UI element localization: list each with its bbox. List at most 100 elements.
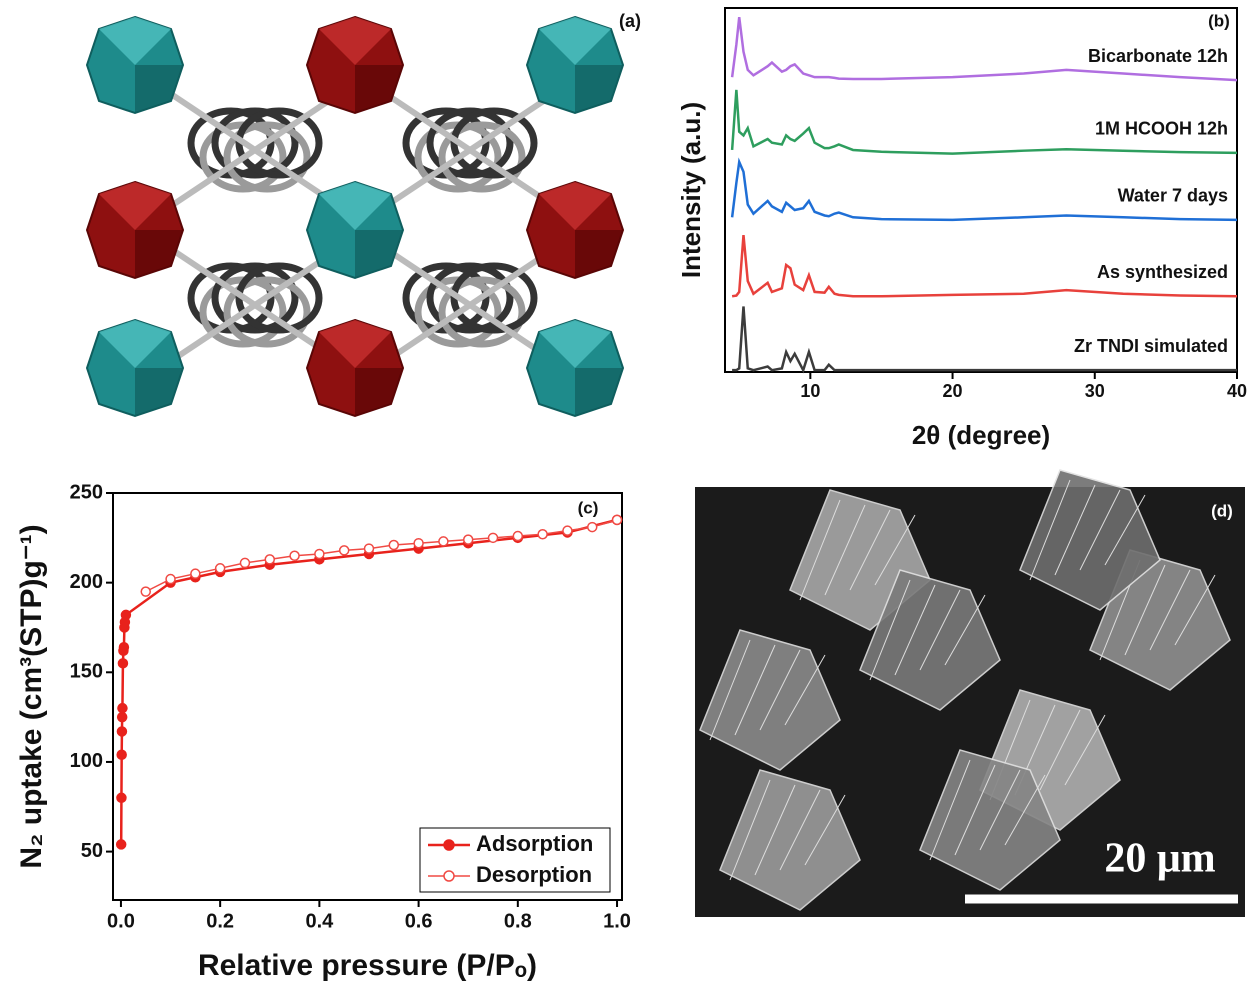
plot-frame (724, 7, 1238, 373)
scale-bar-label: 20 μm (1104, 836, 1215, 882)
data-point (165, 573, 176, 585)
data-point (116, 749, 127, 761)
data-point (120, 609, 132, 621)
linker (235, 262, 323, 334)
panel-d (695, 469, 1245, 917)
legend-label: Desorption (476, 862, 592, 887)
cluster-facet (575, 65, 623, 113)
cluster-facet (99, 320, 171, 368)
bond (378, 87, 562, 213)
legend-box (419, 827, 611, 893)
crystal-edge (1029, 479, 1071, 581)
y-tick-label: 200 (70, 571, 103, 593)
data-point (586, 521, 598, 533)
data-point (116, 792, 127, 804)
x-tick-label: 0.8 (504, 910, 532, 932)
xrd-line (730, 16, 1238, 82)
panel-label: (d) (1211, 501, 1233, 520)
cluster-facet (135, 65, 183, 113)
crystal-edge (929, 759, 971, 861)
cluster-facet (319, 182, 391, 230)
cluster-facet (539, 17, 611, 65)
linker (235, 107, 323, 179)
crystal-edge (1079, 489, 1121, 571)
data-point (117, 658, 129, 669)
crystal-edge (799, 499, 841, 601)
xrd-line (731, 235, 1238, 298)
y-axis-label: Intensity (a.u.) (676, 102, 706, 278)
legend-label: Adsorption (476, 831, 593, 856)
crystal-edge (1039, 709, 1081, 791)
cluster-facet (135, 230, 183, 278)
data-point (190, 568, 201, 579)
cluster-facet (355, 230, 403, 278)
linker (438, 276, 526, 348)
data-point (289, 550, 300, 562)
cluster-facet (135, 368, 183, 416)
x-tick-label: 30 (1085, 381, 1105, 401)
x-tick-label: 0.4 (305, 910, 334, 932)
x-tick-label: 0.2 (206, 910, 234, 932)
x-tick-label: 20 (943, 381, 963, 401)
crystal-edge (1054, 484, 1096, 576)
crystal-edge (1174, 574, 1216, 646)
cluster-facet (575, 368, 623, 416)
linker (211, 107, 299, 179)
data-point (562, 525, 573, 536)
cluster-facet (99, 17, 171, 65)
crystal-edge (954, 764, 996, 856)
cluster-facet (575, 230, 623, 278)
crystal-edge (979, 769, 1021, 851)
panel-label: (c) (578, 498, 599, 517)
linker (450, 262, 538, 334)
y-tick-label: 50 (81, 840, 103, 862)
cluster-facet (99, 182, 171, 230)
panel-label: (a) (619, 11, 641, 31)
data-point (116, 726, 128, 737)
bond (163, 87, 347, 213)
xrd-line (730, 89, 1238, 155)
x-tick-label: 1.0 (603, 910, 631, 932)
x-tick-label: 0.6 (405, 910, 433, 932)
crystal-edge (869, 579, 911, 681)
crystal-edge (1124, 564, 1166, 656)
bond (378, 242, 562, 368)
bond (163, 242, 347, 368)
data-point (314, 548, 325, 560)
data-point (264, 554, 276, 565)
crystal-edge (849, 509, 891, 591)
data-point (512, 530, 524, 542)
crystal-edge (1004, 774, 1046, 846)
data-point (115, 839, 127, 850)
crystal-edge (1104, 494, 1146, 566)
x-axis-label: 2θ (degree) (912, 420, 1050, 450)
crystal-edge (874, 514, 916, 586)
data-point (118, 641, 130, 653)
linker (450, 107, 538, 179)
x-axis-label: Relative pressure (P/Pₒ) (198, 949, 537, 982)
cluster-facet (355, 368, 403, 416)
data-point (537, 528, 548, 540)
x-tick-label: 0.0 (107, 910, 135, 932)
data-point (611, 514, 623, 526)
data-point (239, 557, 251, 569)
data-point (214, 563, 226, 574)
legend-marker (443, 870, 455, 882)
y-axis-label: N₂ uptake (cm³(STP)g⁻¹) (15, 524, 48, 868)
crystal-edge (804, 794, 846, 866)
crystal-edge (1149, 569, 1191, 651)
crystal-edge (779, 789, 821, 871)
linker (426, 107, 514, 179)
data-point (462, 534, 474, 545)
cluster-facet (319, 17, 391, 65)
series-label: Water 7 days (1118, 186, 1228, 206)
data-point (388, 539, 400, 551)
crystal-edge (734, 644, 776, 736)
data-point (140, 586, 151, 597)
y-tick-label: 150 (70, 661, 103, 683)
crystal-edge (1064, 714, 1106, 786)
crystal-edge (824, 504, 866, 596)
series-label: Bicarbonate 12h (1088, 46, 1228, 66)
cluster-facet (539, 182, 611, 230)
